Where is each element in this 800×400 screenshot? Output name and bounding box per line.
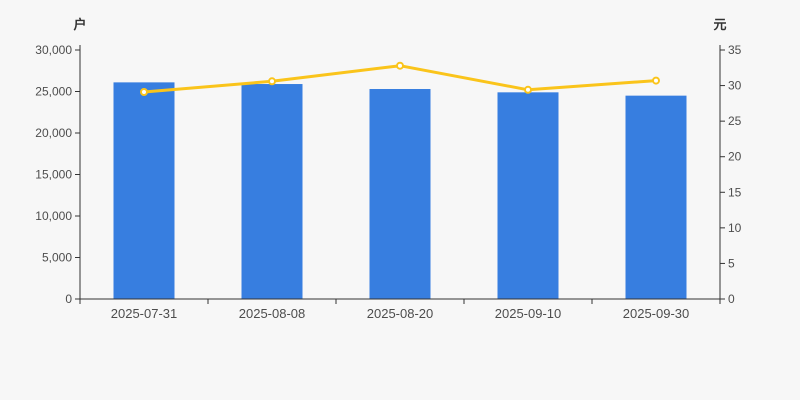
y-axis-left-tick-label: 0 bbox=[65, 292, 72, 306]
y-axis-left-tick-label: 30,000 bbox=[35, 43, 72, 57]
bar[interactable] bbox=[625, 95, 687, 300]
x-axis-label: 2025-07-31 bbox=[111, 306, 178, 321]
bar[interactable] bbox=[113, 82, 175, 300]
line-point[interactable] bbox=[396, 61, 404, 70]
x-axis-label: 2025-08-08 bbox=[239, 306, 306, 321]
y-axis-right-tick-label: 20 bbox=[728, 150, 742, 164]
y-axis-right-tick-label: 25 bbox=[728, 114, 742, 128]
y-axis-right-tick-label: 5 bbox=[728, 256, 735, 270]
x-axis-label: 2025-09-30 bbox=[623, 306, 690, 321]
y-axis-right-tick-label: 30 bbox=[728, 79, 742, 93]
y-axis-left-tick-label: 15,000 bbox=[35, 168, 72, 182]
bar[interactable] bbox=[497, 92, 559, 299]
y-axis-left-tick-label: 20,000 bbox=[35, 126, 72, 140]
line-point[interactable] bbox=[140, 88, 148, 96]
line-point[interactable] bbox=[652, 76, 660, 85]
right-axis-name: 元 bbox=[713, 17, 726, 32]
bar[interactable] bbox=[369, 89, 431, 299]
y-axis-left-tick-label: 10,000 bbox=[35, 209, 72, 223]
y-axis-left-tick-label: 5,000 bbox=[42, 251, 72, 265]
y-axis-right-tick-label: 35 bbox=[728, 43, 742, 57]
y-axis-right-tick-label: 0 bbox=[728, 292, 735, 306]
y-axis-right-tick-label: 15 bbox=[728, 185, 742, 199]
line-point[interactable] bbox=[524, 85, 532, 94]
x-axis-label: 2025-09-10 bbox=[495, 306, 562, 321]
line-point[interactable] bbox=[268, 77, 276, 86]
y-axis-right-tick-label: 10 bbox=[728, 221, 742, 235]
bar[interactable] bbox=[241, 84, 303, 299]
left-axis-name: 户 bbox=[73, 17, 86, 32]
x-axis-label: 2025-08-20 bbox=[367, 306, 434, 321]
y-axis-left-tick-label: 25,000 bbox=[35, 85, 72, 99]
